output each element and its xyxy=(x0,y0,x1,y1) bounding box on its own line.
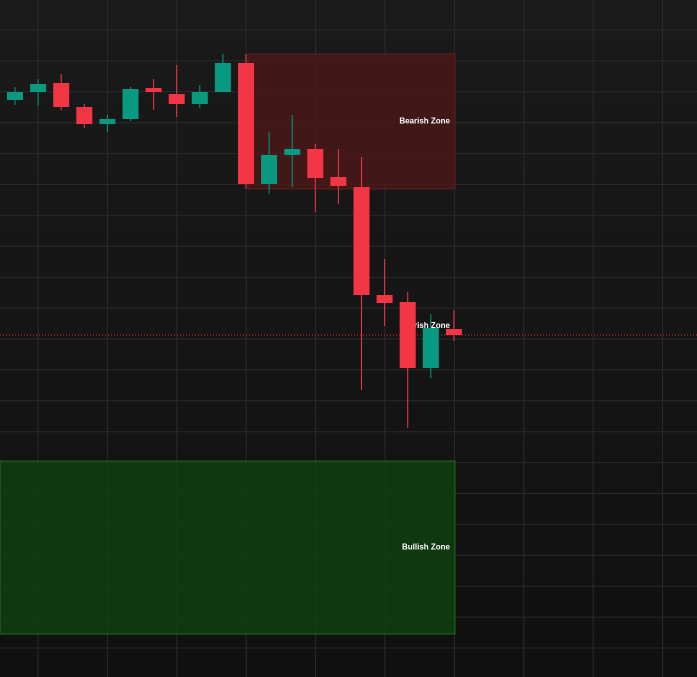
candle-body xyxy=(307,149,324,178)
zone-label: Bearish Zone xyxy=(399,117,450,126)
candle-body xyxy=(399,302,416,368)
candle-body xyxy=(284,149,301,155)
candle-body xyxy=(53,83,70,107)
annotation: Bearish Zone xyxy=(399,321,450,330)
candle-body xyxy=(30,84,47,92)
zone xyxy=(0,460,456,635)
zone xyxy=(247,53,456,190)
candle-body xyxy=(445,329,462,335)
candle-body xyxy=(99,119,116,124)
candle-body xyxy=(76,107,93,124)
candle-body xyxy=(168,94,185,104)
candle-body xyxy=(191,92,208,104)
candle-body xyxy=(353,187,370,295)
candle-body xyxy=(422,328,439,368)
candle-body xyxy=(214,63,231,92)
candle-body xyxy=(376,295,393,303)
candle-body xyxy=(261,155,278,184)
candle-body xyxy=(330,177,347,186)
zone-label: Bullish Zone xyxy=(402,543,451,552)
candle-body xyxy=(122,89,139,119)
candle-body xyxy=(145,88,162,92)
candle-body xyxy=(7,92,23,100)
candle-body xyxy=(238,63,254,184)
